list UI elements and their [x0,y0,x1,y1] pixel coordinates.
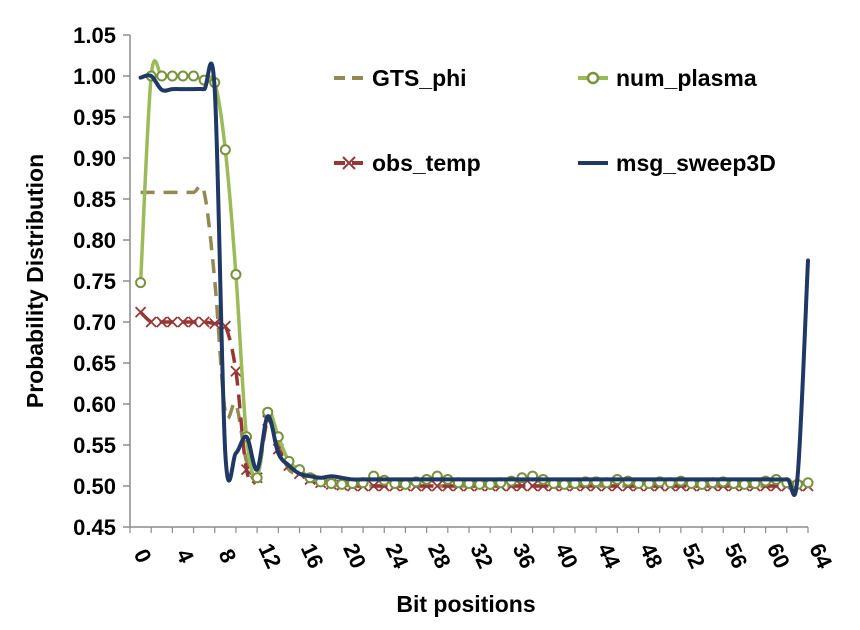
y-axis-title: Probability Distribution [22,154,48,408]
data-point-obs-temp [145,316,157,328]
y-tick-label: 0.80 [73,228,116,253]
x-tick-label: 4 [171,545,199,567]
legend-item-num-plasma: num_plasma [578,65,757,91]
series-obs-temp [134,306,814,492]
legend-label-num-plasma: num_plasma [616,65,757,91]
x-tick-label: 36 [508,539,541,572]
data-point-num-plasma [336,478,348,490]
x-axis-title: Bit positions [396,591,535,617]
data-point-obs-temp [198,316,210,328]
y-tick-label: 1.05 [73,23,116,48]
data-point-obs-temp [516,480,528,492]
x-tick-label: 44 [592,539,625,572]
data-point-obs-temp [230,365,242,377]
x-tick-label: 32 [465,539,498,572]
y-tick-label: 0.45 [73,515,116,540]
y-tick-label: 0.65 [73,351,116,376]
data-point-num-plasma [156,70,168,82]
data-point-obs-temp [187,316,200,328]
x-tick-label: 60 [762,539,795,572]
legend-item-obs-temp: obs_temp [334,150,481,176]
data-point-obs-temp [134,306,147,318]
x-tick-label: 12 [253,539,286,572]
y-tick-label: 0.85 [73,187,116,212]
x-tick-label: 8 [214,545,242,567]
legend-item-gts-phi: GTS_phi [334,65,467,91]
x-tick-label: 0 [129,545,157,567]
data-point-num-plasma [188,70,200,82]
x-tick-label: 48 [635,539,668,572]
y-tick-label: 0.60 [73,392,116,417]
legend-label-obs-temp: obs_temp [372,150,481,176]
x-tick-label: 28 [423,539,456,572]
data-point-obs-temp [156,316,168,328]
legend-marker-num-plasma [586,71,600,85]
y-tick-label: 0.55 [73,433,116,458]
y-tick-label: 0.75 [73,269,116,294]
legend-label-gts-phi: GTS_phi [372,65,467,91]
series-msg-sweep3d [138,61,810,498]
data-point-num-plasma [219,144,231,156]
data-point-num-plasma [325,478,337,490]
plot-area: 0.45 0.50 0.55 0.60 0.65 0.70 0.75 0.80 0.85 0.90… [73,23,837,573]
data-point-num-plasma [177,70,189,82]
data-point-num-plasma [166,70,178,82]
data-point-obs-temp [209,318,221,330]
x-tick-label: 24 [381,539,414,572]
x-axis-ticks: 0 4 8 12 16 20 24 28 32 36 40 44 48 52 56 60 64 [129,527,838,573]
x-tick-label: 52 [677,539,710,572]
x-tick-label: 40 [550,539,583,572]
y-axis-ticks: 0.45 0.50 0.55 0.60 0.65 0.70 0.75 0.80 0.85 0.90… [73,23,130,540]
x-tick-label: 56 [720,539,753,572]
y-tick-label: 0.95 [73,105,116,130]
data-point-num-plasma [230,268,242,280]
x-tick-label: 20 [338,539,371,572]
data-point-num-plasma [251,472,263,484]
y-tick-label: 0.50 [73,474,116,499]
data-point-obs-temp [177,316,189,328]
series-line-msg-sweep3d [138,61,810,498]
data-point-obs-temp [166,316,179,328]
legend-item-msg-sweep3d: msg_sweep3D [578,150,776,176]
data-point-obs-temp [431,480,443,492]
legend-label-msg-sweep3d: msg_sweep3D [616,150,776,176]
y-tick-label: 0.70 [73,310,116,335]
series-num-plasma [135,58,814,490]
x-tick-label: 16 [296,539,329,572]
data-point-num-plasma [135,277,147,289]
x-tick-label: 64 [804,539,837,572]
y-tick-label: 0.90 [73,146,116,171]
data-point-num-plasma [802,477,814,489]
legend: GTS_phi num_plasma obs_temp msg_sweep3D [334,65,776,176]
series-layer [134,58,814,498]
y-tick-label: 1.00 [73,64,116,89]
data-point-obs-temp [526,480,539,492]
legend-marker-obs-temp [342,156,356,170]
data-point-obs-temp [368,480,380,492]
